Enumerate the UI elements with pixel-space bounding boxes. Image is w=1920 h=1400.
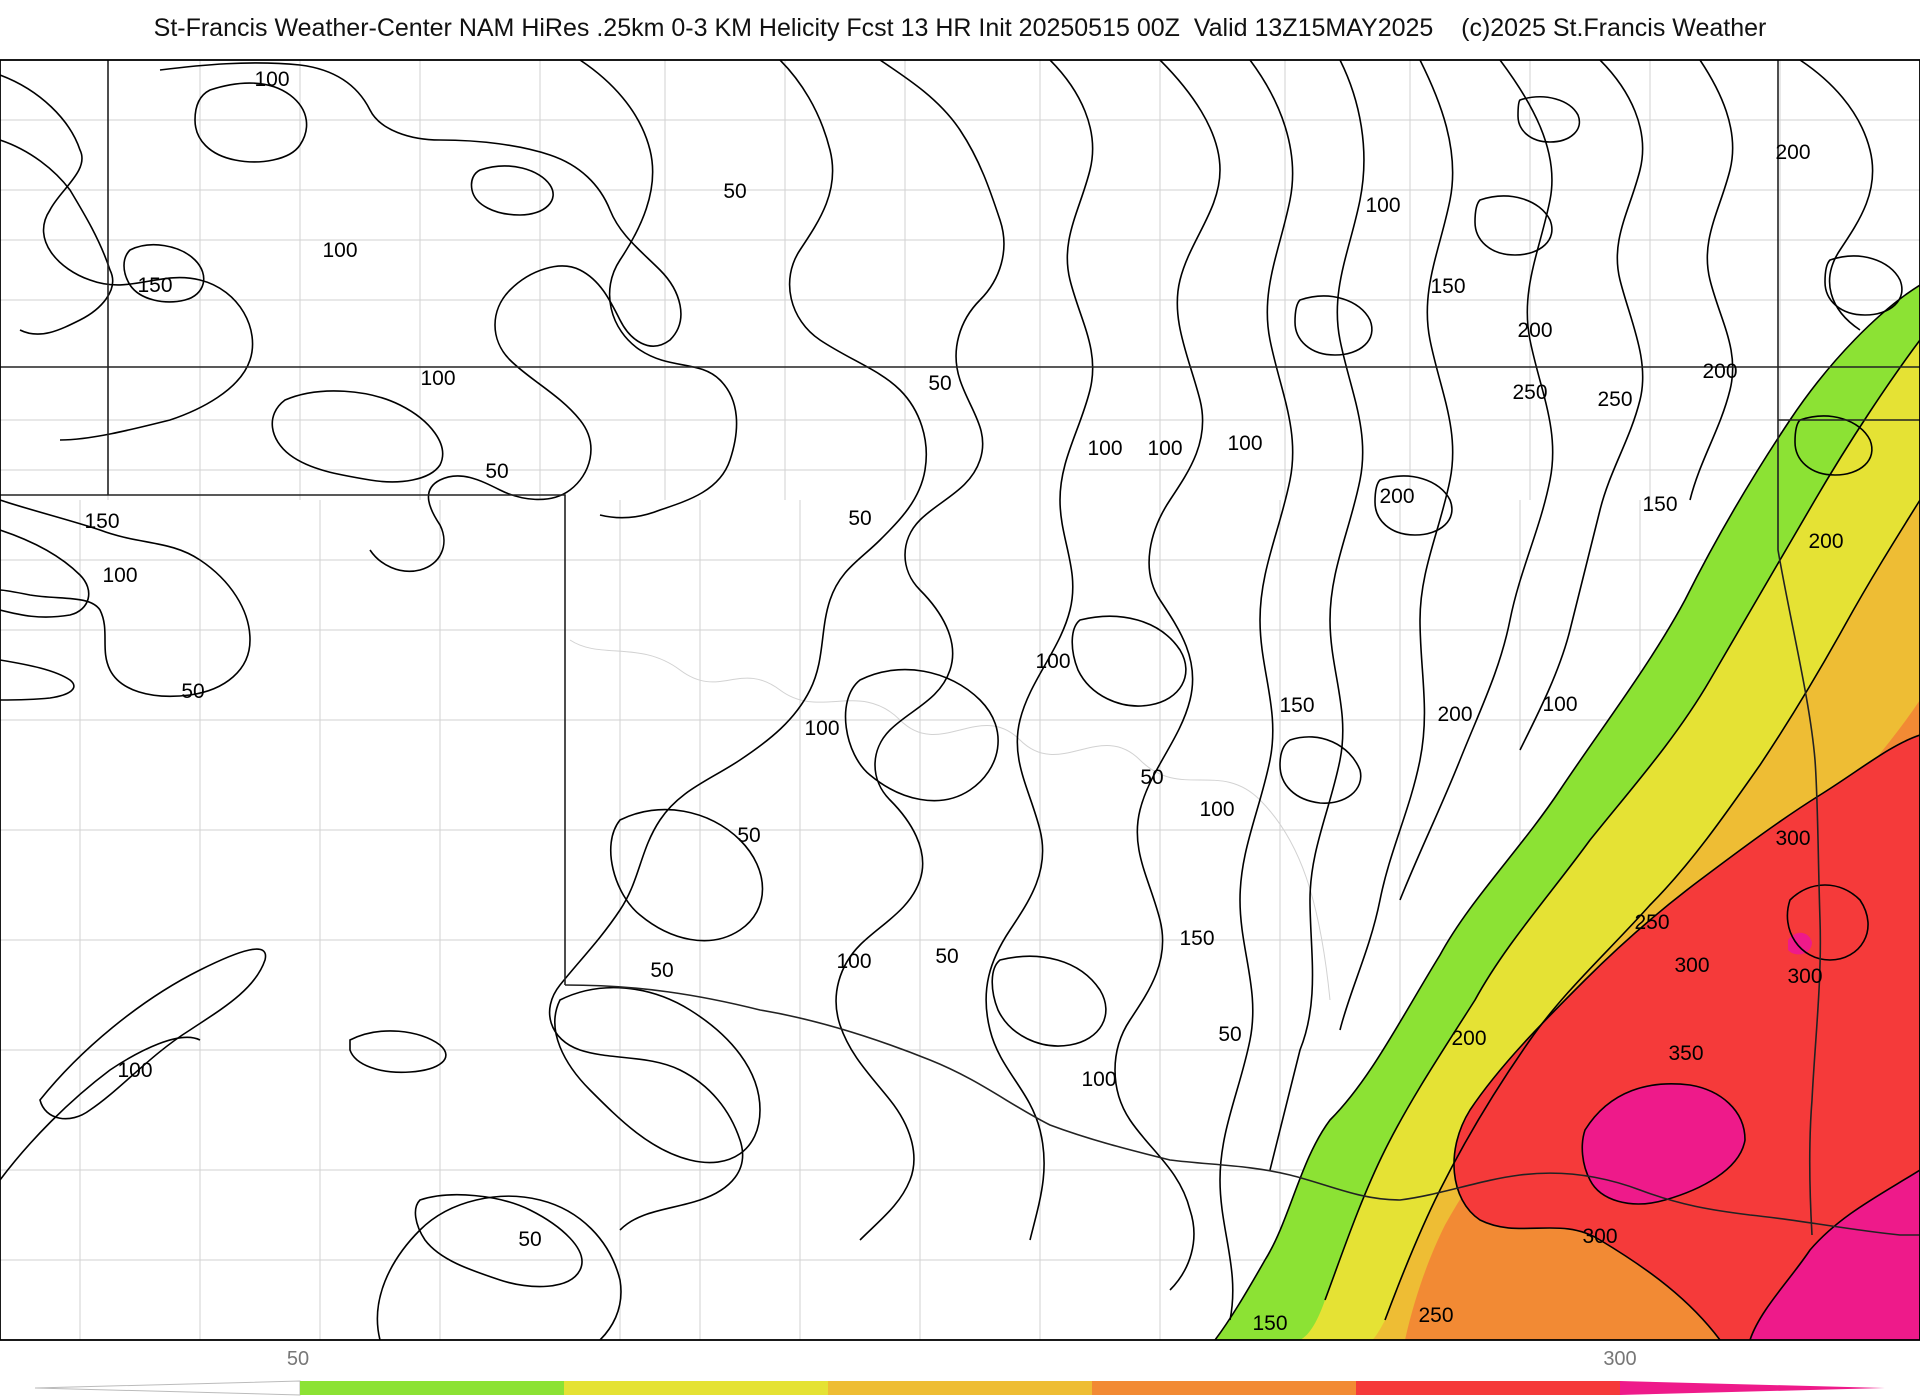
contour-label: 150 [1252,1312,1287,1335]
contour-label: 100 [804,717,839,740]
contour-label: 50 [485,460,508,483]
helicity-contours [0,60,1920,1340]
contour-label: 50 [1140,766,1163,789]
contour-label: 300 [1775,827,1810,850]
contour-label: 250 [1634,911,1669,934]
contour-label: 200 [1451,1027,1486,1050]
contour-label: 100 [254,68,289,91]
contour-label: 50 [737,824,760,847]
colorbar-segment-200-250 [1092,1381,1356,1395]
contour-label: 350 [1668,1042,1703,1065]
contour-label: 150 [137,274,172,297]
contour-label: 50 [848,507,871,530]
contour-label: 100 [102,564,137,587]
contour-label: 200 [1517,319,1552,342]
contour-label: 100 [117,1059,152,1082]
contour-label: 50 [723,180,746,203]
title-text: St-Francis Weather-Center NAM HiRes .25k… [153,14,1434,42]
contour-label: 200 [1437,703,1472,726]
fill-250 [1453,735,1920,1340]
contour-label: 50 [518,1228,541,1251]
contour-label: 200 [1808,530,1843,553]
contour-label: 100 [1365,194,1400,217]
contour-label: 100 [1542,693,1577,716]
fill-300a [1582,1083,1745,1204]
contour-label: 100 [420,367,455,390]
contour-label: 300 [1787,965,1822,988]
contour-label: 50 [181,680,204,703]
colorbar-segment-100-150 [564,1381,828,1395]
contour-label: 200 [1775,141,1810,164]
contour-label: 100 [1227,432,1262,455]
colorbar-segment-lt50 [34,1380,301,1396]
contour-label: 100 [1199,798,1234,821]
colorbar-segment-150-200 [828,1381,1092,1395]
contour-label: 250 [1418,1304,1453,1327]
colorbar-tick-50: 50 [287,1348,309,1370]
contour-label: 150 [1430,275,1465,298]
contour-label: 50 [650,959,673,982]
contour-label: 250 [1512,381,1547,404]
contour-label: 50 [935,945,958,968]
colorbar-segment-gt300 [1620,1381,1885,1395]
contour-label: 150 [1642,493,1677,516]
contour-label: 250 [1597,388,1632,411]
colorbar-tick-300: 300 [1603,1348,1636,1370]
contour-labels: 100 50 100 150 100 50 150 100 50 50 50 1… [84,68,1843,1335]
contour-label: 300 [1582,1225,1617,1248]
contour-label: 100 [322,239,357,262]
contour-label: 150 [1279,694,1314,717]
copyright-text: (c)2025 St.Francis Weather [1461,14,1767,42]
contour-label: 300 [1674,954,1709,977]
state-borders [0,60,1920,1236]
contour-label: 200 [1702,360,1737,383]
map-title: St-Francis Weather-Center NAM HiRes .25k… [0,14,1920,43]
contour-label: 100 [1147,437,1182,460]
contour-label: 50 [928,372,951,395]
contour-label: 100 [1035,650,1070,673]
contour-label: 50 [1218,1023,1241,1046]
colorbar-segment-250-300 [1356,1381,1620,1395]
contour-label: 150 [1179,927,1214,950]
contour-label: 100 [1087,437,1122,460]
contour-label: 100 [836,950,871,973]
colorbar-segment-50-100 [300,1381,564,1395]
colorbar: 50 300 [34,1348,1885,1396]
map-frame [0,59,1920,1341]
contour-label: 200 [1379,485,1414,508]
fill-300b [1750,1170,1920,1340]
contour-label: 150 [84,510,119,533]
helicity-fill [1215,285,1920,1340]
contour-label: 100 [1081,1068,1116,1091]
